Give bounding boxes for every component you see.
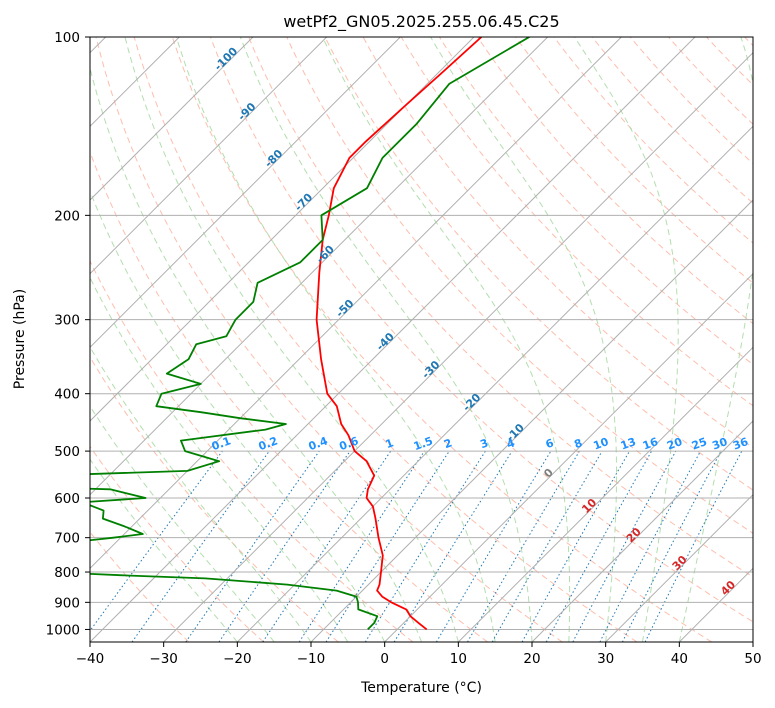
- mixing-ratio-label: 25: [690, 435, 709, 452]
- mixing-ratio-label: 8: [572, 436, 584, 451]
- mixing-ratio-label: 10: [592, 435, 611, 453]
- isotherm-line: [90, 37, 328, 275]
- moist-adiabat: [124, 37, 459, 642]
- mixing-ratio-line: [572, 450, 677, 642]
- profile-lines: [90, 37, 530, 631]
- y-tick-label: 400: [54, 387, 80, 403]
- mixing-ratio-label: 0.6: [338, 434, 361, 453]
- background-lines: [90, 37, 753, 642]
- moist-adiabat: [90, 189, 386, 642]
- x-tick-label: −40: [76, 651, 105, 667]
- x-tick-label: 30: [597, 651, 614, 667]
- y-tick-label: 1000: [46, 622, 80, 638]
- mixing-ratio-label: 30: [710, 435, 729, 453]
- x-tick-label: 20: [523, 651, 540, 667]
- isotherm-line: [310, 199, 753, 642]
- mixing-ratio-line: [90, 450, 223, 632]
- mixing-ratio-label: 2: [442, 436, 454, 451]
- mixing-ratio-label: 0.4: [307, 434, 330, 453]
- isotherm-line: [90, 37, 475, 422]
- y-tick-label: 200: [54, 208, 80, 224]
- isotherm-line: [531, 420, 753, 642]
- dry-adiabat: [286, 37, 753, 534]
- mixing-ratio-label: 20: [665, 435, 684, 453]
- dry-adiabat: [515, 37, 753, 284]
- moist-adiabat: [239, 37, 533, 642]
- temperature-line: [315, 37, 483, 631]
- x-tick-label: −20: [223, 651, 252, 667]
- dry-adiabat: [171, 37, 712, 642]
- moist-adiabat: [430, 37, 617, 642]
- mixing-ratio-line: [131, 450, 270, 642]
- mixing-ratio-line: [298, 450, 425, 642]
- y-tick-label: 500: [54, 444, 80, 460]
- y-tick-label: 700: [54, 531, 80, 547]
- mixing-ratio-label: 13: [619, 435, 638, 452]
- y-tick-label: 600: [54, 491, 80, 507]
- isotherm-line: [163, 51, 753, 642]
- mixing-ratio-label: 1: [384, 436, 396, 451]
- x-tick-label: 0: [380, 651, 389, 667]
- mixing-ratio-line: [218, 450, 351, 642]
- dry-adiabat: [133, 37, 638, 642]
- isobar-gridlines: [90, 37, 753, 630]
- dry-adiabat: [95, 37, 563, 642]
- dewpoint-line: [90, 37, 530, 631]
- mixing-ratio-label: 4: [505, 436, 517, 451]
- mixing-ratio-line: [185, 450, 320, 642]
- x-axis: −40 −30 −20 −10 0 10 20 30 40 50: [76, 642, 762, 667]
- isotherm-line: [90, 37, 549, 496]
- mixing-ratio-label: 36: [731, 435, 750, 453]
- isotherm-line: [90, 37, 254, 201]
- mixing-ratio-line: [325, 450, 450, 642]
- mixing-ratio-label: 1.5: [412, 434, 435, 453]
- y-axis: 100 200 300 400 500 600 700 800 900 1000: [46, 30, 90, 638]
- y-tick-label: 800: [54, 565, 80, 581]
- mixing-ratio-label: 6: [544, 436, 556, 451]
- isotherm-line: [236, 125, 753, 642]
- mixing-ratio-line: [545, 450, 653, 642]
- isotherm-line: [384, 272, 753, 642]
- mixing-ratio-line: [644, 450, 743, 642]
- x-axis-label: Temperature (°C): [360, 680, 482, 696]
- dry-adiabat: [210, 37, 753, 623]
- y-tick-label: 300: [54, 313, 80, 329]
- x-tick-label: −10: [297, 651, 326, 667]
- dry-adiabat: [248, 37, 753, 578]
- mixing-ratio-label: 0.2: [257, 434, 280, 453]
- plot-frame: [89, 36, 754, 643]
- dry-adiabat: [90, 259, 414, 642]
- y-tick-label: 900: [54, 595, 80, 611]
- moist-adiabat: [678, 37, 753, 642]
- dry-adiabat: [324, 37, 753, 491]
- mixing-ratio-line: [521, 450, 630, 642]
- moist-adiabat: [574, 37, 679, 642]
- y-axis-label: Pressure (hPa): [12, 289, 28, 389]
- moist-adiabat: [322, 37, 571, 642]
- mixing-ratio-line: [262, 450, 392, 642]
- y-tick-label: 100: [54, 30, 80, 46]
- dry-adiabat: [90, 356, 339, 642]
- moist-adiabat: [90, 65, 422, 642]
- isotherm-line: [90, 37, 696, 642]
- isotherm-line: [457, 346, 753, 642]
- x-tick-label: 10: [450, 651, 467, 667]
- moist-adiabat: [90, 458, 238, 642]
- mixing-ratio-line: [393, 450, 513, 642]
- dry-adiabat: [90, 445, 264, 642]
- moist-adiabat: [175, 37, 496, 642]
- x-tick-label: 40: [671, 651, 688, 667]
- moist-adiabat: [90, 405, 275, 642]
- isotherm-line: [90, 37, 401, 349]
- isotherm-line: [605, 493, 753, 642]
- mixing-ratio-label: 3: [478, 436, 490, 451]
- mixing-ratio-label: 16: [641, 435, 660, 453]
- moist-adiabat: [90, 276, 349, 642]
- chart-title: wetPf2_GN05.2025.255.06.45.C25: [283, 12, 559, 32]
- mixing-ratio-label: 0.1: [210, 434, 233, 453]
- x-tick-label: −30: [149, 651, 178, 667]
- x-tick-label: 50: [744, 651, 761, 667]
